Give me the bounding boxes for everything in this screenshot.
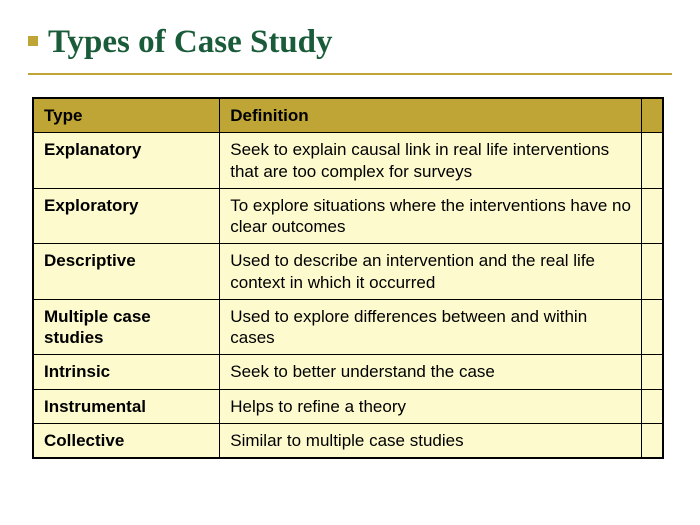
page-title: Types of Case Study	[28, 20, 672, 75]
case-study-table: Type Definition Explanatory Seek to expl…	[32, 97, 664, 459]
col-header-definition: Definition	[220, 98, 642, 133]
table-row: Collective Similar to multiple case stud…	[33, 423, 663, 458]
col-header-type: Type	[33, 98, 220, 133]
cell-type: Collective	[33, 423, 220, 458]
cell-definition: Used to describe an intervention and the…	[220, 244, 642, 300]
col-header-gap	[641, 98, 663, 133]
cell-definition: Used to explore differences between and …	[220, 299, 642, 355]
cell-definition: Seek to explain causal link in real life…	[220, 133, 642, 189]
cell-type: Multiple case studies	[33, 299, 220, 355]
cell-gap	[641, 244, 663, 300]
table-row: Exploratory To explore situations where …	[33, 188, 663, 244]
cell-gap	[641, 389, 663, 423]
cell-definition: Seek to better understand the case	[220, 355, 642, 389]
table-row: Descriptive Used to describe an interven…	[33, 244, 663, 300]
cell-type: Exploratory	[33, 188, 220, 244]
cell-type: Instrumental	[33, 389, 220, 423]
cell-type: Descriptive	[33, 244, 220, 300]
cell-gap	[641, 133, 663, 189]
cell-gap	[641, 188, 663, 244]
table-row: Intrinsic Seek to better understand the …	[33, 355, 663, 389]
bullet-square-icon	[28, 36, 38, 46]
table-header-row: Type Definition	[33, 98, 663, 133]
cell-gap	[641, 299, 663, 355]
cell-definition: Similar to multiple case studies	[220, 423, 642, 458]
cell-type: Intrinsic	[33, 355, 220, 389]
table-row: Explanatory Seek to explain causal link …	[33, 133, 663, 189]
cell-type: Explanatory	[33, 133, 220, 189]
table-row: Multiple case studies Used to explore di…	[33, 299, 663, 355]
cell-gap	[641, 355, 663, 389]
table-row: Instrumental Helps to refine a theory	[33, 389, 663, 423]
cell-gap	[641, 423, 663, 458]
cell-definition: To explore situations where the interven…	[220, 188, 642, 244]
title-text: Types of Case Study	[48, 24, 333, 60]
cell-definition: Helps to refine a theory	[220, 389, 642, 423]
